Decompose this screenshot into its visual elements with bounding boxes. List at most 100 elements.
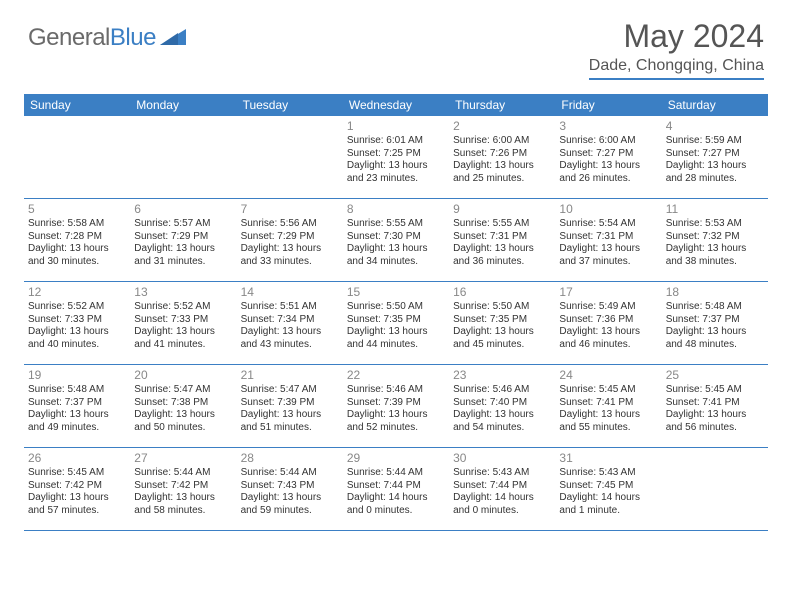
day-info-line: and 25 minutes. xyxy=(453,173,551,186)
day-info-line: Daylight: 13 hours xyxy=(559,326,657,339)
day-cell: 16Sunrise: 5:50 AMSunset: 7:35 PMDayligh… xyxy=(449,282,555,364)
day-cell: 15Sunrise: 5:50 AMSunset: 7:35 PMDayligh… xyxy=(343,282,449,364)
day-info-line: Daylight: 13 hours xyxy=(28,243,126,256)
day-info-line: Daylight: 14 hours xyxy=(559,492,657,505)
day-cell: 1Sunrise: 6:01 AMSunset: 7:25 PMDaylight… xyxy=(343,116,449,198)
day-number: 7 xyxy=(241,202,339,217)
day-number: 12 xyxy=(28,285,126,300)
day-info-line: and 36 minutes. xyxy=(453,256,551,269)
day-info-line: Sunset: 7:39 PM xyxy=(241,397,339,410)
day-info-line: and 30 minutes. xyxy=(28,256,126,269)
day-info-line: Sunrise: 5:52 AM xyxy=(134,301,232,314)
day-info-line: Sunrise: 6:00 AM xyxy=(453,135,551,148)
day-info-line: and 33 minutes. xyxy=(241,256,339,269)
day-info-line: Sunrise: 5:43 AM xyxy=(453,467,551,480)
day-number: 19 xyxy=(28,368,126,383)
day-header-cell: Sunday xyxy=(24,94,130,116)
day-info-line: Sunrise: 5:45 AM xyxy=(666,384,764,397)
day-info-line: Daylight: 13 hours xyxy=(134,409,232,422)
day-info-line: and 50 minutes. xyxy=(134,422,232,435)
day-number: 26 xyxy=(28,451,126,466)
day-info-line: and 31 minutes. xyxy=(134,256,232,269)
day-info-line: Sunset: 7:41 PM xyxy=(559,397,657,410)
day-cell xyxy=(662,448,768,530)
day-info-line: Sunset: 7:26 PM xyxy=(453,148,551,161)
day-info-line: Sunrise: 5:58 AM xyxy=(28,218,126,231)
day-info-line: Sunrise: 5:47 AM xyxy=(241,384,339,397)
location-label: Dade, Chongqing, China xyxy=(589,57,764,80)
day-info-line: Sunset: 7:44 PM xyxy=(347,480,445,493)
day-info-line: Daylight: 13 hours xyxy=(666,409,764,422)
day-info-line: Sunrise: 5:49 AM xyxy=(559,301,657,314)
day-info-line: Sunset: 7:36 PM xyxy=(559,314,657,327)
day-info-line: Sunset: 7:29 PM xyxy=(134,231,232,244)
day-info-line: and 46 minutes. xyxy=(559,339,657,352)
day-info-line: Daylight: 13 hours xyxy=(666,243,764,256)
day-cell xyxy=(24,116,130,198)
day-info-line: and 52 minutes. xyxy=(347,422,445,435)
day-info-line: Sunset: 7:37 PM xyxy=(666,314,764,327)
day-info-line: and 0 minutes. xyxy=(347,505,445,518)
day-cell: 9Sunrise: 5:55 AMSunset: 7:31 PMDaylight… xyxy=(449,199,555,281)
day-info-line: Sunrise: 5:51 AM xyxy=(241,301,339,314)
day-number: 15 xyxy=(347,285,445,300)
day-cell: 18Sunrise: 5:48 AMSunset: 7:37 PMDayligh… xyxy=(662,282,768,364)
day-info-line: and 57 minutes. xyxy=(28,505,126,518)
day-info-line: Daylight: 13 hours xyxy=(559,409,657,422)
day-info-line: Sunset: 7:43 PM xyxy=(241,480,339,493)
day-number: 22 xyxy=(347,368,445,383)
day-info-line: Sunrise: 5:44 AM xyxy=(134,467,232,480)
day-info-line: Sunset: 7:33 PM xyxy=(28,314,126,327)
day-info-line: Sunrise: 5:56 AM xyxy=(241,218,339,231)
logo-text-blue: Blue xyxy=(110,24,156,51)
week-row: 19Sunrise: 5:48 AMSunset: 7:37 PMDayligh… xyxy=(24,365,768,448)
day-info-line: Sunrise: 5:45 AM xyxy=(28,467,126,480)
day-info-line: Daylight: 13 hours xyxy=(347,409,445,422)
day-number: 14 xyxy=(241,285,339,300)
header: GeneralBlue May 2024 Dade, Chongqing, Ch… xyxy=(0,0,792,86)
day-info-line: Sunset: 7:28 PM xyxy=(28,231,126,244)
day-info-line: Sunset: 7:31 PM xyxy=(559,231,657,244)
day-info-line: Sunrise: 5:55 AM xyxy=(347,218,445,231)
day-info-line: Sunset: 7:30 PM xyxy=(347,231,445,244)
day-cell: 4Sunrise: 5:59 AMSunset: 7:27 PMDaylight… xyxy=(662,116,768,198)
month-title: May 2024 xyxy=(589,18,764,55)
day-info-line: Sunrise: 5:50 AM xyxy=(453,301,551,314)
day-number: 23 xyxy=(453,368,551,383)
day-header-cell: Tuesday xyxy=(237,94,343,116)
day-cell: 2Sunrise: 6:00 AMSunset: 7:26 PMDaylight… xyxy=(449,116,555,198)
day-info-line: Daylight: 13 hours xyxy=(453,409,551,422)
day-info-line: Daylight: 13 hours xyxy=(453,326,551,339)
day-info-line: Sunrise: 6:00 AM xyxy=(559,135,657,148)
day-info-line: Daylight: 13 hours xyxy=(241,243,339,256)
day-number: 30 xyxy=(453,451,551,466)
logo: GeneralBlue xyxy=(28,24,186,52)
day-number: 11 xyxy=(666,202,764,217)
day-info-line: Sunrise: 5:48 AM xyxy=(28,384,126,397)
day-info-line: Sunrise: 5:47 AM xyxy=(134,384,232,397)
day-info-line: and 43 minutes. xyxy=(241,339,339,352)
day-cell: 21Sunrise: 5:47 AMSunset: 7:39 PMDayligh… xyxy=(237,365,343,447)
day-info-line: Sunrise: 5:57 AM xyxy=(134,218,232,231)
day-info-line: Daylight: 13 hours xyxy=(453,243,551,256)
day-cell: 6Sunrise: 5:57 AMSunset: 7:29 PMDaylight… xyxy=(130,199,236,281)
day-info-line: Sunset: 7:39 PM xyxy=(347,397,445,410)
day-info-line: and 41 minutes. xyxy=(134,339,232,352)
day-cell: 24Sunrise: 5:45 AMSunset: 7:41 PMDayligh… xyxy=(555,365,661,447)
day-info-line: Sunrise: 5:44 AM xyxy=(347,467,445,480)
week-row: 5Sunrise: 5:58 AMSunset: 7:28 PMDaylight… xyxy=(24,199,768,282)
day-info-line: Sunrise: 6:01 AM xyxy=(347,135,445,148)
day-number: 31 xyxy=(559,451,657,466)
logo-triangle-icon xyxy=(160,27,186,50)
day-info-line: and 26 minutes. xyxy=(559,173,657,186)
day-cell: 13Sunrise: 5:52 AMSunset: 7:33 PMDayligh… xyxy=(130,282,236,364)
week-row: 26Sunrise: 5:45 AMSunset: 7:42 PMDayligh… xyxy=(24,448,768,531)
day-info-line: Daylight: 13 hours xyxy=(347,160,445,173)
day-number: 8 xyxy=(347,202,445,217)
day-info-line: Daylight: 13 hours xyxy=(28,409,126,422)
day-number: 4 xyxy=(666,119,764,134)
day-cell: 17Sunrise: 5:49 AMSunset: 7:36 PMDayligh… xyxy=(555,282,661,364)
day-cell: 20Sunrise: 5:47 AMSunset: 7:38 PMDayligh… xyxy=(130,365,236,447)
day-info-line: Sunset: 7:31 PM xyxy=(453,231,551,244)
day-number: 9 xyxy=(453,202,551,217)
